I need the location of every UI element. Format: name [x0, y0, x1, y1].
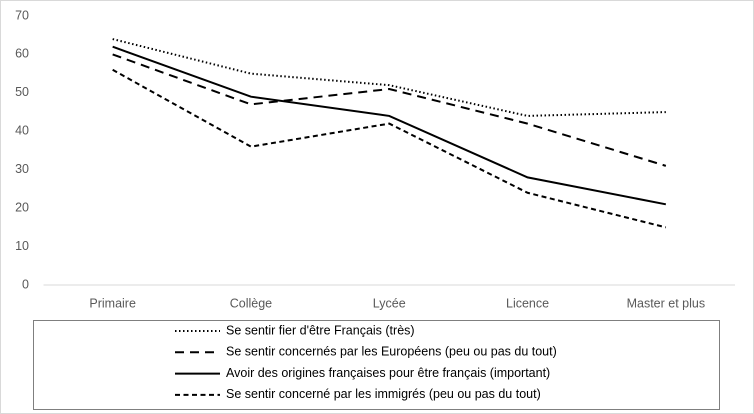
x-tick-label: Master et plus	[627, 296, 706, 310]
y-tick-label: 50	[15, 85, 29, 99]
series-line	[112, 53, 667, 167]
y-tick-label: 0	[22, 277, 29, 291]
x-tick-label: Primaire	[89, 296, 136, 310]
y-tick-label: 40	[15, 124, 29, 138]
y-tick-label: 70	[15, 8, 29, 22]
x-tick-label: Lycée	[373, 296, 406, 310]
y-tick-label: 60	[15, 47, 29, 61]
legend-label: Se sentir concerné par les immigrés (peu…	[226, 387, 541, 401]
x-tick-label: Collège	[230, 296, 272, 310]
series-line	[112, 68, 667, 229]
y-tick-label: 10	[15, 239, 29, 253]
legend: Se sentir fier d'être Français (très) Se …	[175, 323, 557, 401]
y-tick-label: 30	[15, 162, 29, 176]
legend-box	[33, 320, 720, 410]
x-tick-label: Licence	[506, 296, 549, 310]
legend-label: Se sentir fier d'être Français (très)	[226, 323, 415, 337]
legend-label: Se sentir concernés par les Européens (p…	[226, 345, 557, 359]
series-line	[112, 38, 666, 117]
series-line	[112, 45, 667, 206]
y-tick-label: 20	[15, 200, 29, 214]
legend-label: Avoir des origines françaises pour être …	[226, 366, 550, 380]
